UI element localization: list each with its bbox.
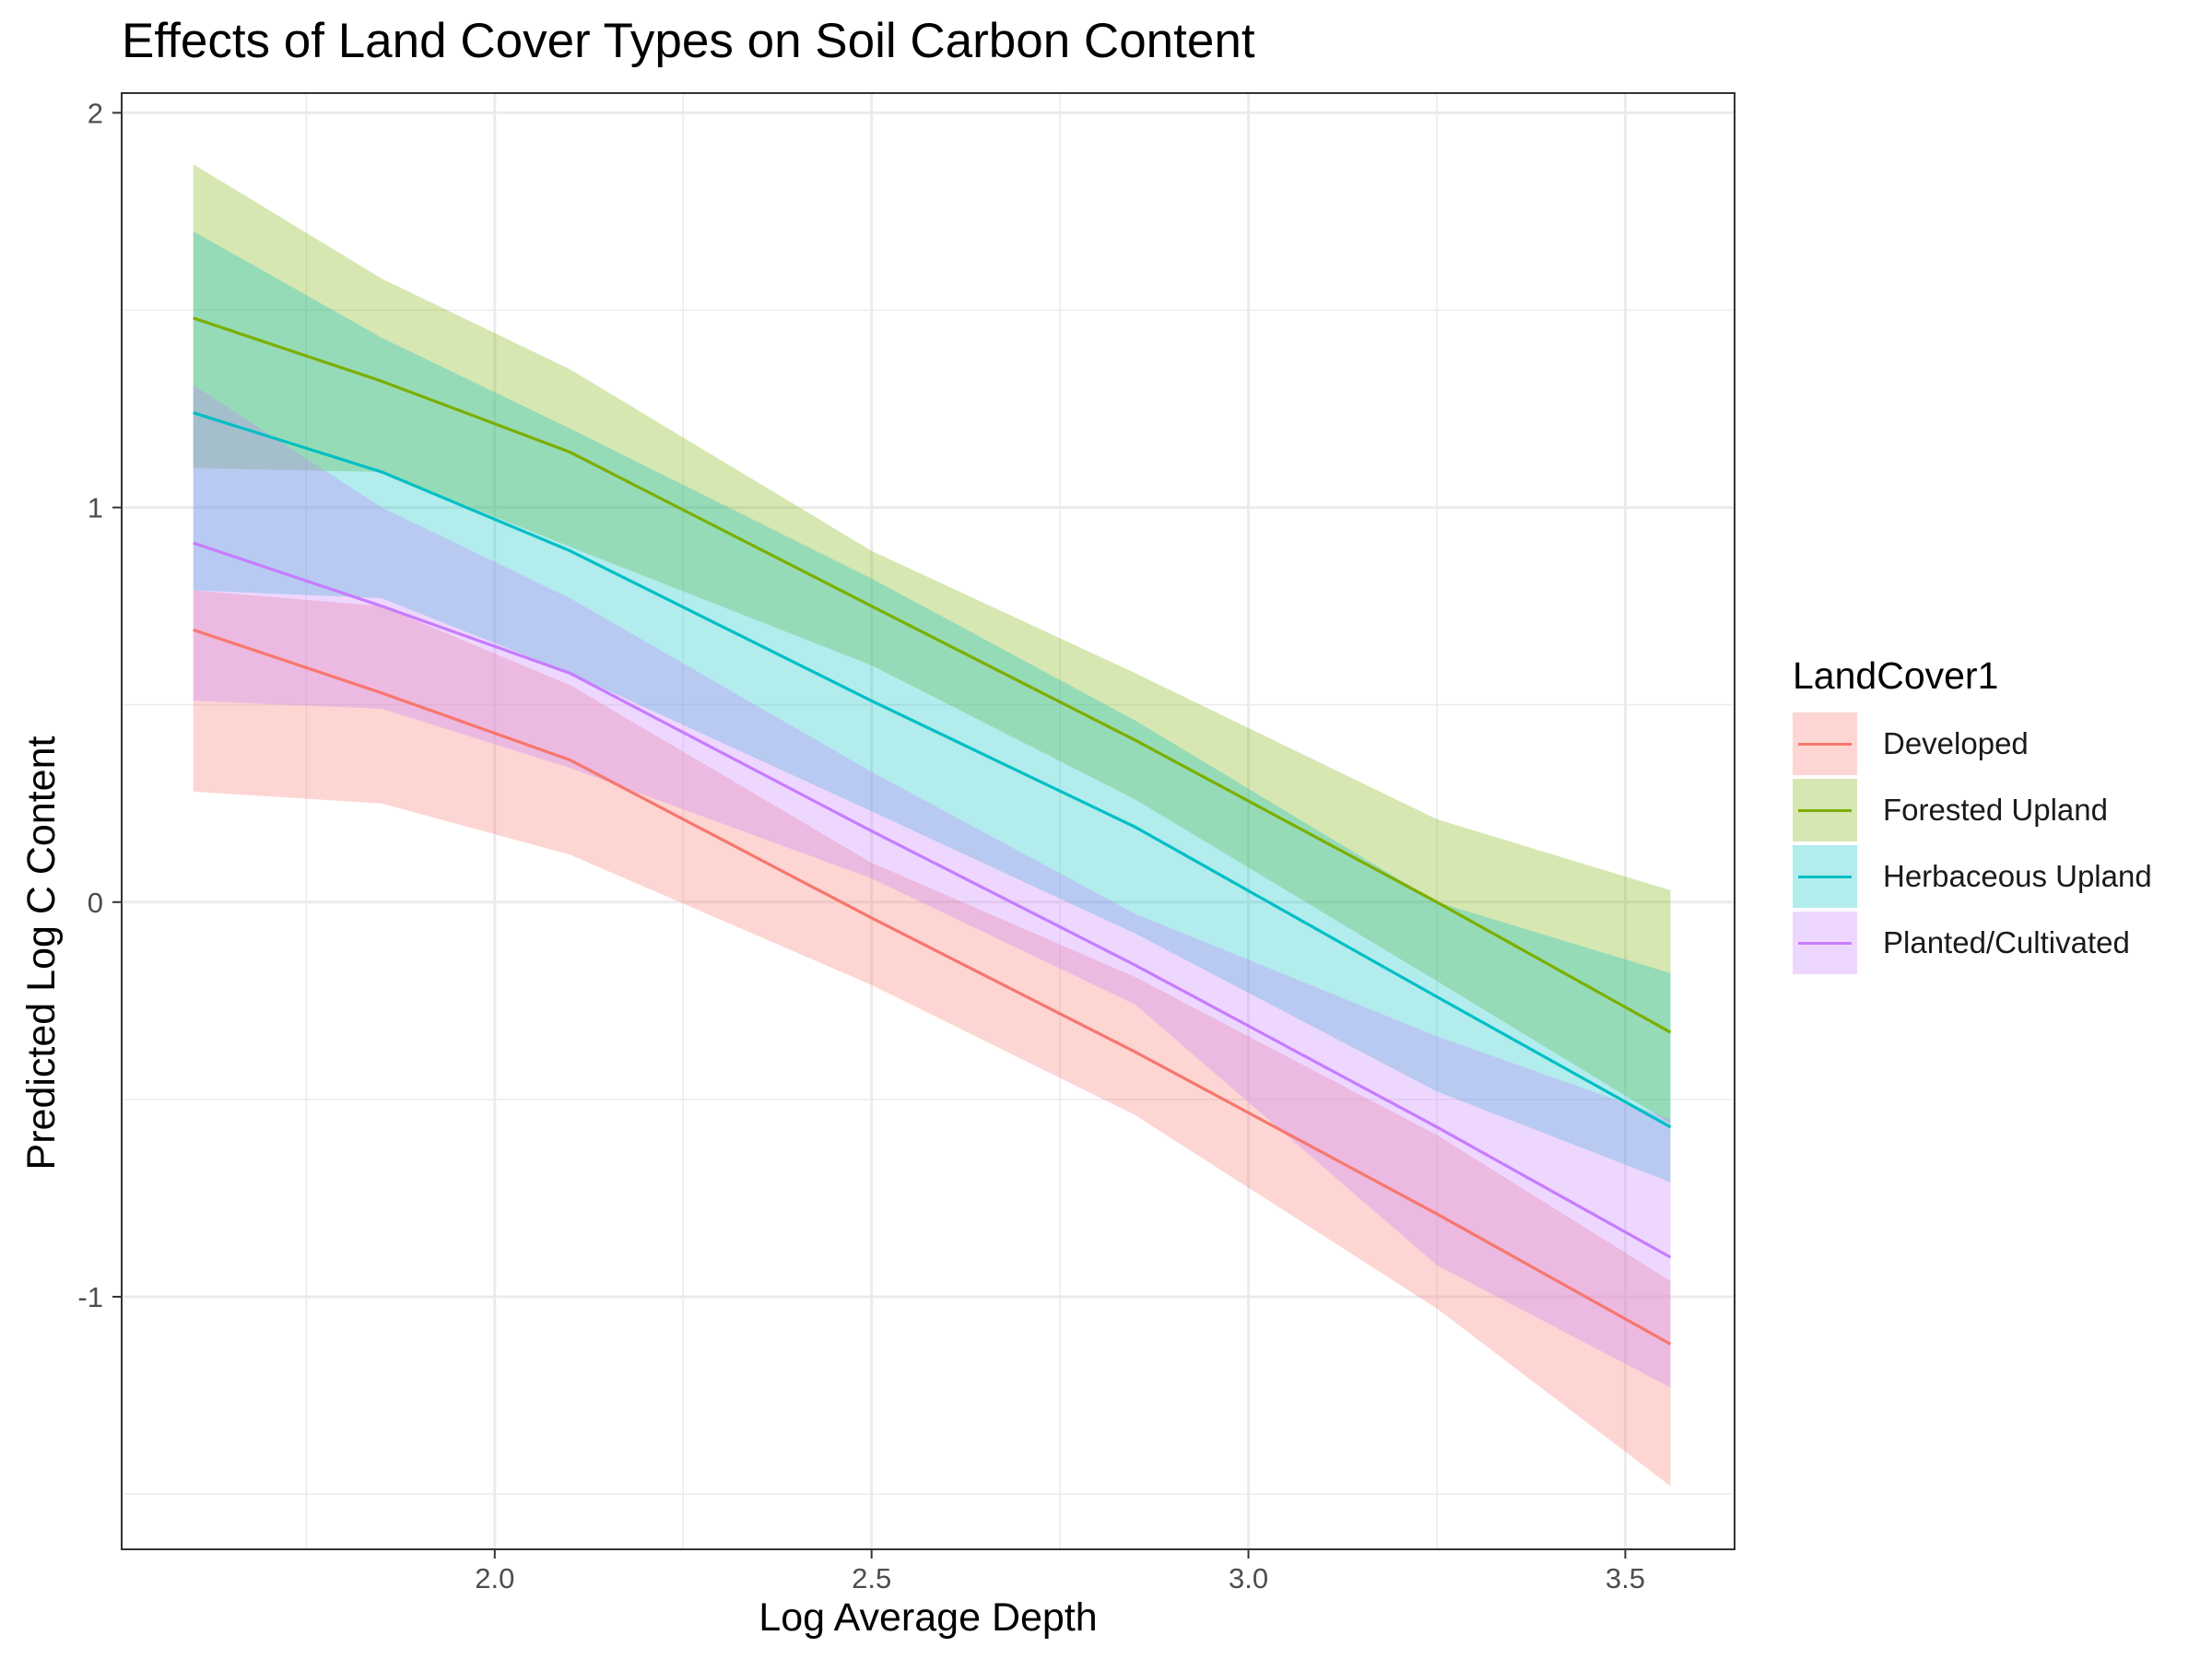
panel-background — [122, 93, 1735, 1549]
series-line-planted-cultivated — [193, 541, 1672, 1259]
y-tick-label: -1 — [77, 1281, 103, 1313]
legend-item-forested-upland: Forested Upland — [1793, 777, 2152, 843]
frame-layer — [121, 92, 1735, 1550]
y-tick-label: 0 — [88, 887, 103, 919]
series-line-forested-upland — [193, 316, 1672, 1034]
legend-label-herbaceous-upland: Herbaceous Upland — [1883, 859, 2152, 893]
x-tick-label: 3.5 — [1606, 1562, 1645, 1594]
chart-title: Effects of Land Cover Types on Soil Carb… — [122, 14, 1255, 68]
legend-item-developed: Developed — [1793, 711, 2152, 777]
confidence-band-forested-upland — [193, 164, 1671, 1124]
legend-key-developed — [1793, 712, 1857, 775]
legend-line-developed — [1798, 743, 1852, 746]
legend-label-forested-upland: Forested Upland — [1883, 793, 2108, 827]
confidence-band-planted-cultivated — [193, 384, 1671, 1388]
series-line-herbaceous-upland — [193, 411, 1672, 1129]
legend-key-herbaceous-upland — [1793, 845, 1857, 908]
band-layer — [193, 164, 1671, 1487]
y-tick-label: 1 — [88, 492, 103, 524]
legend-label-planted-cultivated: Planted/Cultivated — [1883, 925, 2130, 959]
grid-layer — [122, 93, 1735, 1549]
legend-line-planted-cultivated — [1798, 942, 1852, 945]
legend-label-developed: Developed — [1883, 726, 2029, 760]
legend: LandCover1 Developed Forested Upland Her… — [1793, 650, 2152, 976]
y-axis-title: Predicted Log C Content — [19, 735, 64, 1171]
legend-line-herbaceous-upland — [1798, 876, 1852, 878]
legend-key-planted-cultivated — [1793, 912, 1857, 974]
confidence-band-herbaceous-upland — [193, 230, 1671, 1182]
legend-key-forested-upland — [1793, 779, 1857, 841]
confidence-band-developed — [193, 590, 1671, 1487]
x-axis-title: Log Average Depth — [759, 1595, 1098, 1640]
legend-item-planted-cultivated: Planted/Cultivated — [1793, 910, 2152, 976]
y-tick-label: 2 — [88, 97, 103, 129]
series-line-developed — [193, 628, 1672, 1346]
legend-title: LandCover1 — [1793, 654, 1999, 697]
tick-layer: 2.0 2.5 3.0 3.5 -1 0 1 2 — [77, 97, 1645, 1594]
x-tick-label: 2.0 — [475, 1562, 514, 1594]
panel-border — [121, 92, 1735, 1550]
legend-item-herbaceous-upland: Herbaceous Upland — [1793, 843, 2152, 910]
line-layer — [193, 316, 1672, 1346]
legend-line-forested-upland — [1798, 809, 1852, 812]
x-tick-label: 3.0 — [1229, 1562, 1268, 1594]
x-tick-label: 2.5 — [852, 1562, 891, 1594]
